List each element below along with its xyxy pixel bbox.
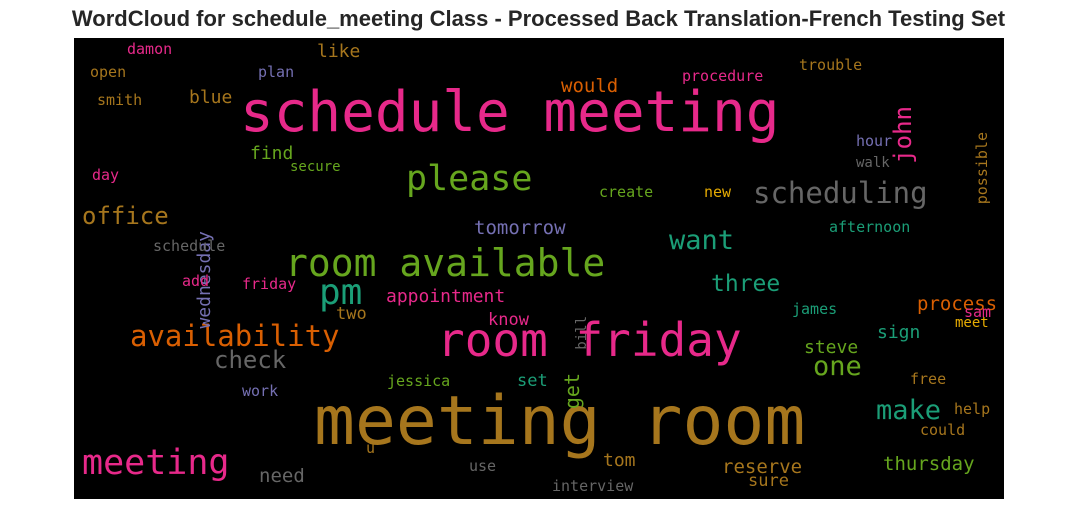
word-john: john xyxy=(889,106,917,164)
word-need: need xyxy=(259,465,305,487)
word-tomorrow: tomorrow xyxy=(474,217,566,239)
word-want: want xyxy=(669,225,735,256)
word-hour: hour xyxy=(856,132,893,150)
word-sign: sign xyxy=(877,322,921,343)
word-set: set xyxy=(517,371,548,391)
word-sam: sam xyxy=(964,303,992,321)
word-check: check xyxy=(214,346,287,374)
word-one: one xyxy=(813,351,862,382)
word-day: day xyxy=(92,166,120,184)
word-work: work xyxy=(242,382,279,400)
word-afternoon: afternoon xyxy=(829,218,911,236)
word-process: process xyxy=(917,293,998,315)
word-please: please xyxy=(406,159,533,199)
word-walk: walk xyxy=(856,155,890,171)
word-create: create xyxy=(599,183,654,201)
word-thursday: thursday xyxy=(883,453,975,475)
word-meeting-room: meeting room xyxy=(314,382,806,461)
word-add: add xyxy=(182,272,210,290)
chart-title: WordCloud for schedule_meeting Class - P… xyxy=(71,6,1006,31)
word-availability: availability xyxy=(130,319,340,353)
word-plan: plan xyxy=(258,63,295,81)
word-two: two xyxy=(336,304,367,324)
word-steve: steve xyxy=(804,337,859,358)
word-meeting: meeting xyxy=(82,443,230,483)
word-know: know xyxy=(488,310,529,330)
word-get: get xyxy=(560,373,584,410)
word-procedure: procedure xyxy=(682,67,764,85)
word-help: help xyxy=(954,400,991,418)
wordcloud-panel: meeting room schedule meeting room friday r… xyxy=(74,38,1004,499)
word-secure: secure xyxy=(290,159,341,175)
word-appointment: appointment xyxy=(386,286,506,307)
word-schedule-meeting: schedule meeting xyxy=(240,80,780,145)
word-room-friday: room friday xyxy=(437,313,742,367)
word-jessica: jessica xyxy=(387,372,451,390)
word-three: three xyxy=(711,271,781,297)
word-james: james xyxy=(792,300,838,318)
word-damon: damon xyxy=(127,40,173,58)
word-find: find xyxy=(250,143,294,164)
word-smith: smith xyxy=(97,91,143,109)
word-could: could xyxy=(920,421,966,439)
word-office: office xyxy=(82,202,169,230)
word-pm: pm xyxy=(319,272,363,313)
word-new: new xyxy=(704,183,732,201)
word-scheduling: scheduling xyxy=(753,176,928,210)
word-use: use xyxy=(469,457,497,475)
word-make: make xyxy=(876,395,942,426)
word-friday: friday xyxy=(242,275,297,293)
word-reserve: reserve xyxy=(722,456,803,478)
word-possible: possible xyxy=(973,132,991,205)
word-schedule: schedule xyxy=(153,237,226,255)
word-would: would xyxy=(561,75,619,97)
word-open: open xyxy=(90,63,127,81)
word-tom: tom xyxy=(603,450,636,471)
word-u: u xyxy=(366,439,376,457)
word-trouble: trouble xyxy=(799,56,863,74)
word-sure: sure xyxy=(748,471,789,491)
word-interview: interview xyxy=(552,477,634,495)
word-meet: meet xyxy=(955,315,989,331)
word-like: like xyxy=(317,41,361,62)
word-blue: blue xyxy=(189,87,233,108)
word-bill: bill xyxy=(574,316,590,350)
word-room-available: room available xyxy=(285,241,606,285)
word-free: free xyxy=(910,370,947,388)
